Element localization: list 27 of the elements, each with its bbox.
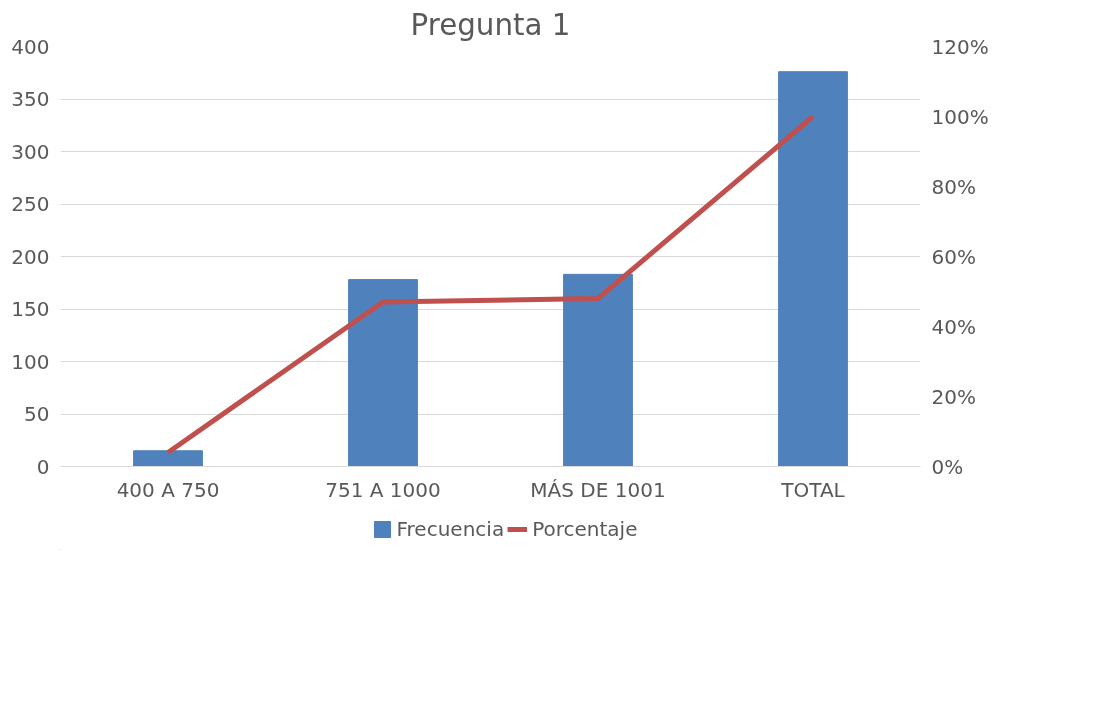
y2-tick-label: 100%	[931, 104, 989, 129]
bar	[348, 279, 418, 467]
legend-label: Porcentaje	[532, 517, 638, 541]
y-tick-label: 100	[11, 349, 50, 374]
y2-tick-label: 40%	[931, 314, 976, 339]
x-tick-label: 751 A 1000	[325, 477, 441, 502]
x-tick-label: TOTAL	[780, 477, 846, 502]
y2-tick-label: 20%	[931, 384, 976, 409]
y2-tick-label: 60%	[931, 244, 976, 269]
bar	[563, 273, 633, 467]
y-tick-label: 350	[11, 87, 50, 111]
y-tick-label: 250	[11, 192, 50, 216]
y-tick-label: 400	[11, 34, 50, 59]
y2-tick-label: 80%	[931, 174, 976, 199]
chart-title: Pregunta 1	[410, 7, 571, 42]
y-tick-label: 300	[11, 139, 50, 164]
y-tick-label: 200	[11, 244, 50, 269]
bar	[778, 71, 848, 467]
x-tick-label: MÁS DE 1001	[530, 477, 666, 502]
y-tick-label: 0	[36, 454, 50, 479]
x-tick-label: 400 A 750	[116, 477, 220, 502]
legend-label: Frecuencia	[396, 517, 505, 541]
y-tick-label: 50	[24, 402, 50, 426]
y-tick-label: 150	[11, 297, 50, 321]
bar	[133, 450, 203, 467]
y2-tick-label: 120%	[931, 34, 989, 59]
y2-tick-label: 0%	[931, 454, 964, 479]
